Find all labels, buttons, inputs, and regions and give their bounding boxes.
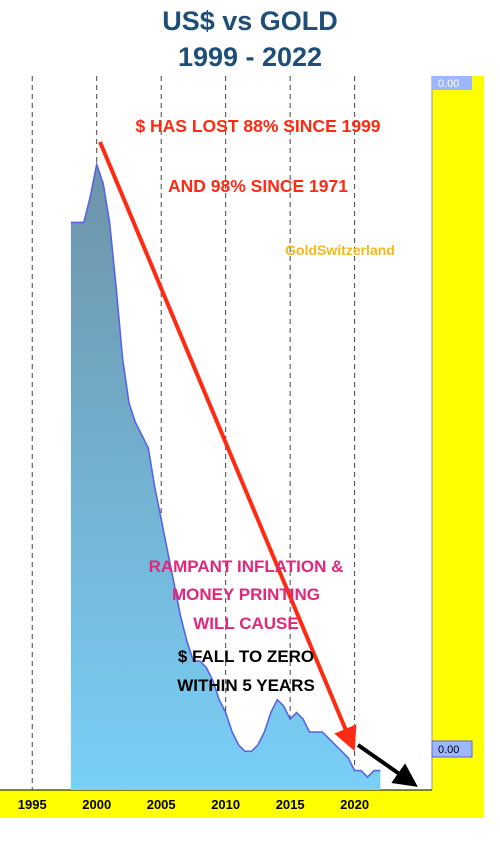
right-axis-top-label: 0.00 <box>438 78 459 90</box>
x-tick-label-1995: 1995 <box>18 797 47 812</box>
chart-title: US$ vs GOLD <box>162 6 338 36</box>
x-tick-label-2015: 2015 <box>276 797 305 812</box>
right-axis-bottom-label: 0.00 <box>438 744 459 756</box>
area-series-line <box>70 161 381 779</box>
red-decline-arrow <box>98 141 357 752</box>
brand-watermark: GoldSwitzerland <box>285 242 395 258</box>
x-tick-label-2010: 2010 <box>211 797 240 812</box>
annotation-fall-to-zero: $ FALL TO ZERO <box>178 647 314 666</box>
x-tick-label-2000: 2000 <box>82 797 111 812</box>
annotation-money-printing: MONEY PRINTING <box>172 585 320 604</box>
x-axis-bar <box>0 790 432 818</box>
chart-subtitle: 1999 - 2022 <box>177 42 323 72</box>
annotation-lost-since-1999: $ HAS LOST 88% SINCE 1999 <box>135 116 380 136</box>
x-tick-label-2005: 2005 <box>147 797 176 812</box>
x-tick-label-2020: 2020 <box>340 797 369 812</box>
annotation-rampant-inflation: RAMPANT INFLATION & <box>149 557 344 576</box>
area-series-fill <box>70 164 381 790</box>
x-tick-labels: 1995 2000 2005 2010 2015 2020 <box>18 797 369 812</box>
annotation-within-5-years: WITHIN 5 YEARS <box>177 676 315 695</box>
black-projection-arrow <box>356 743 418 787</box>
right-axis-bottom-badge <box>431 740 473 758</box>
annotation-will-cause: WILL CAUSE <box>193 614 298 633</box>
right-axis-top-badge <box>432 76 472 90</box>
annotation-lost-since-1971: AND 98% SINCE 1971 <box>168 176 348 196</box>
right-axis-panel <box>432 76 484 818</box>
